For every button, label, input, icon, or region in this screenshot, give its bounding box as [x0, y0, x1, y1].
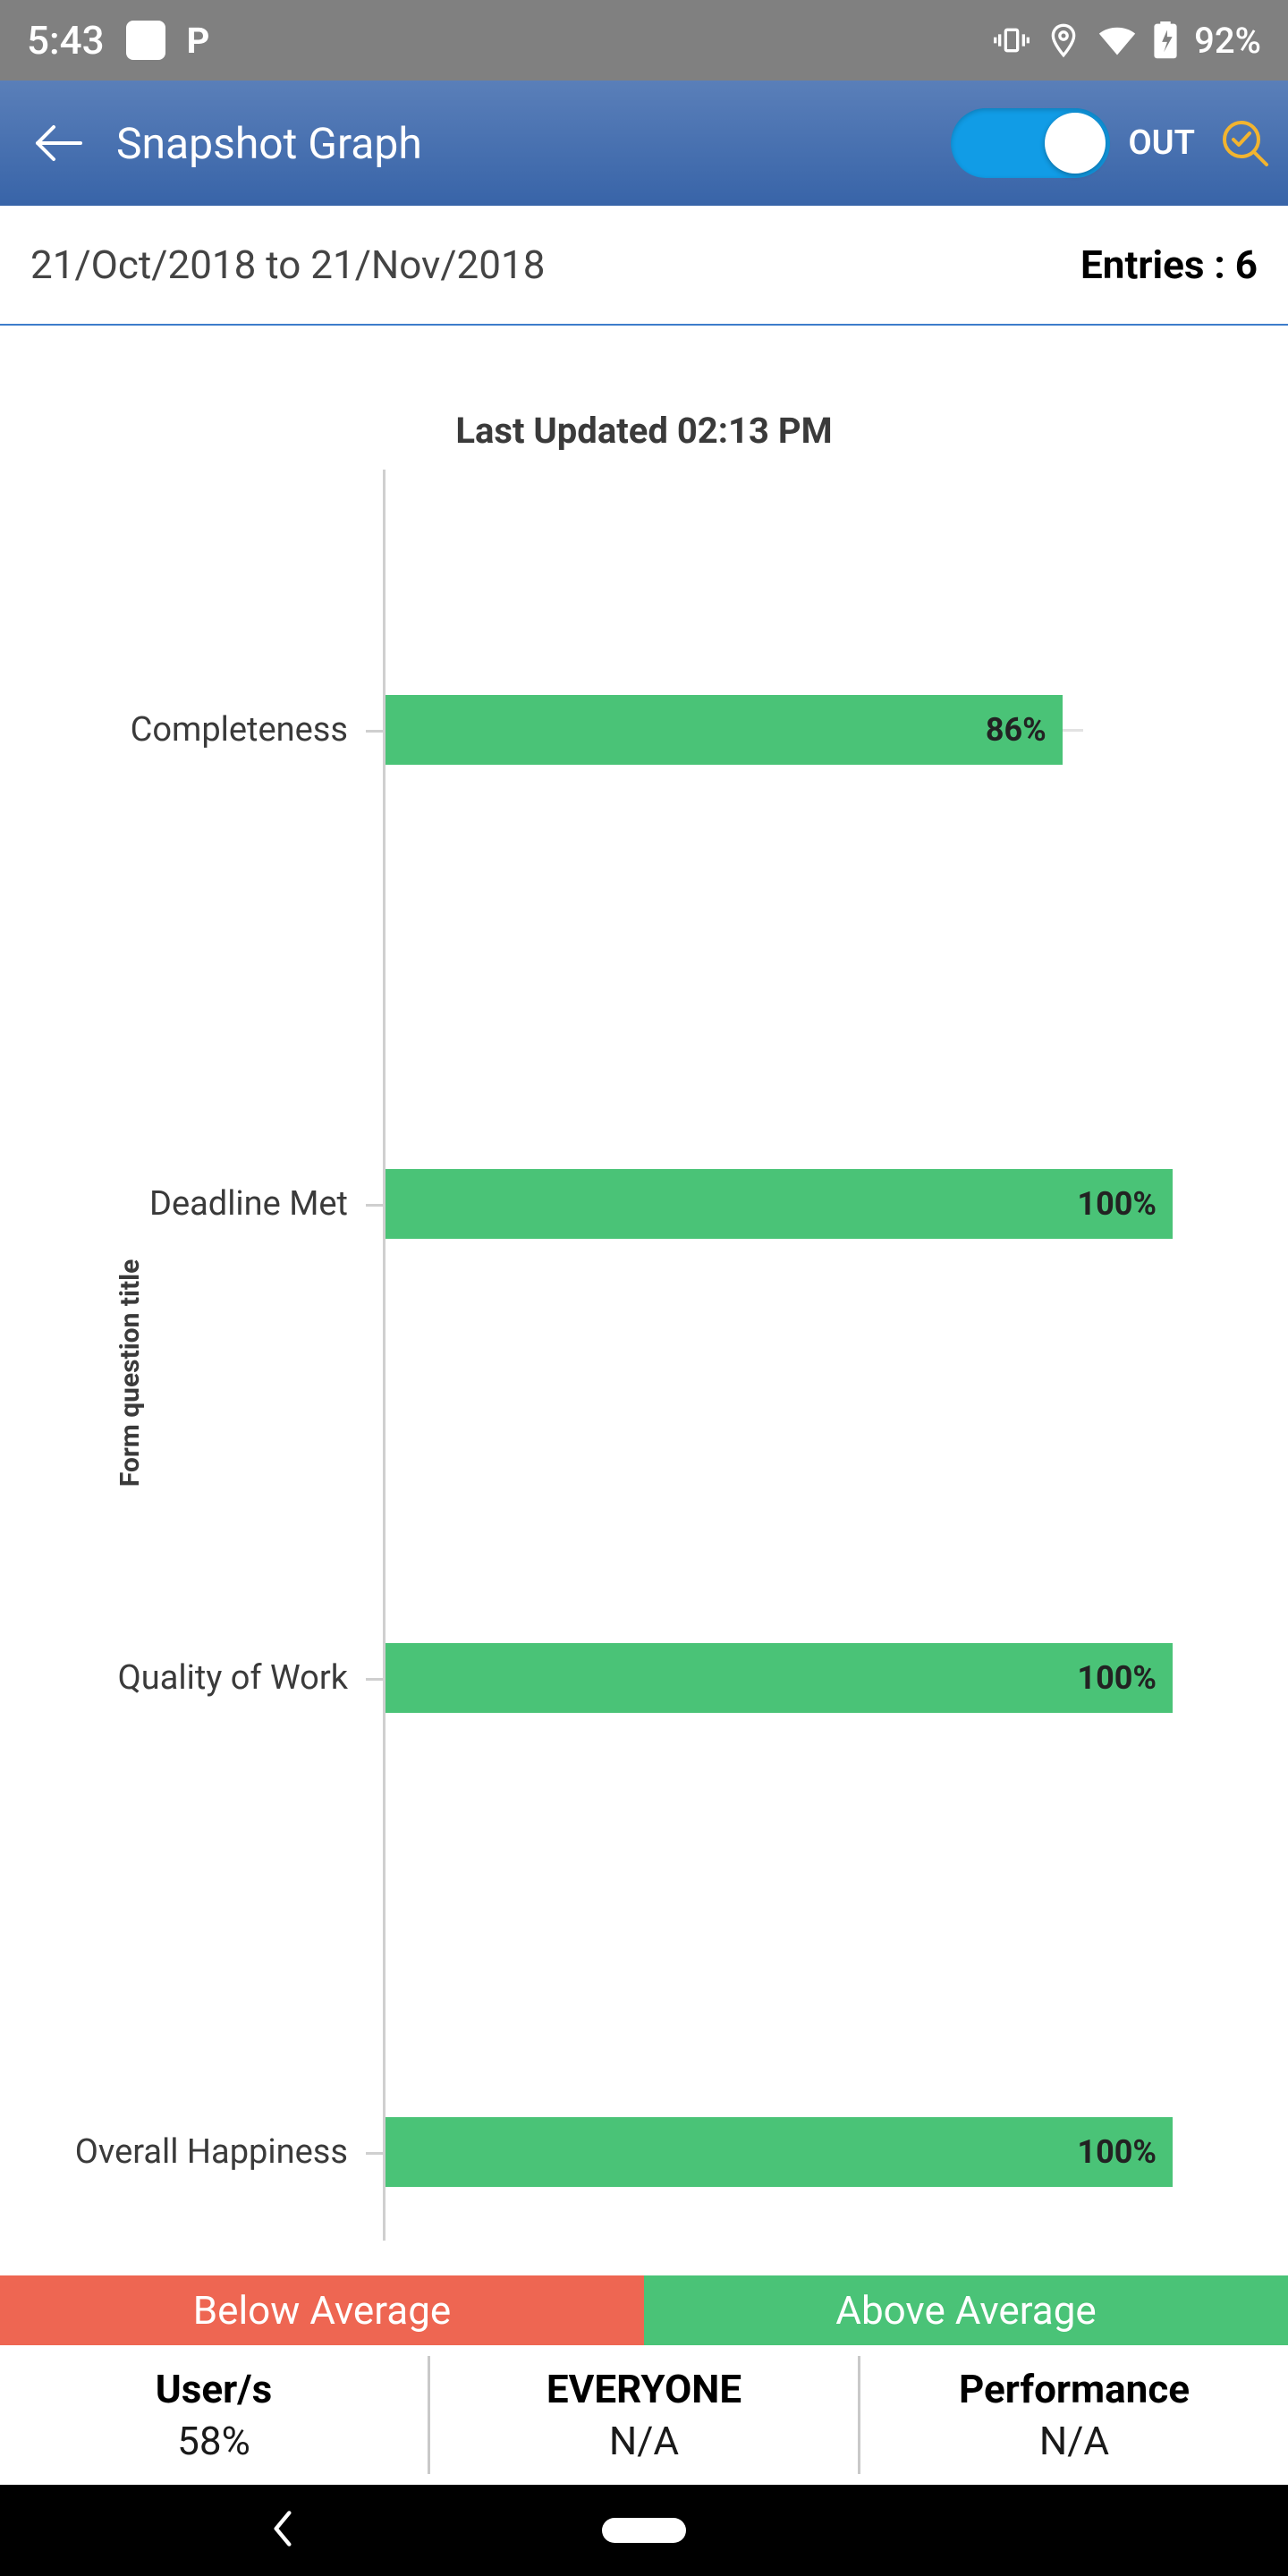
- nav-home-pill[interactable]: [602, 2518, 686, 2543]
- battery-icon: [1153, 21, 1178, 59]
- category-label: Overall Happiness: [75, 2132, 348, 2172]
- bar-row: Overall Happiness100%: [386, 2117, 1173, 2187]
- app-header: Snapshot Graph OUT: [0, 80, 1288, 206]
- last-updated: Last Updated 02:13 PM: [0, 326, 1288, 452]
- legend: Below Average Above Average: [0, 2275, 1288, 2345]
- chart-area: Last Updated 02:13 PM Form question titl…: [0, 326, 1288, 2275]
- status-bar: 5:43 P 92%: [0, 0, 1288, 80]
- stat-users-value: 58%: [177, 2418, 250, 2464]
- stat-users-label: User/s: [156, 2366, 272, 2412]
- stat-performance-label: Performance: [959, 2366, 1190, 2412]
- vibrate-icon: [994, 22, 1030, 58]
- bar: 86%: [386, 695, 1063, 765]
- stat-performance[interactable]: Performance N/A: [860, 2345, 1288, 2485]
- toggle-label-out: OUT: [1128, 123, 1195, 163]
- status-notification-icon: [126, 21, 165, 60]
- bar-row: Deadline Met100%: [386, 1169, 1173, 1239]
- bar: 100%: [386, 2117, 1173, 2187]
- location-icon: [1046, 22, 1081, 58]
- category-tick: [366, 1204, 386, 1207]
- verify-search-button[interactable]: [1220, 118, 1270, 168]
- bottom-stats: User/s 58% EVERYONE N/A Performance N/A: [0, 2345, 1288, 2485]
- category-label: Quality of Work: [118, 1658, 348, 1698]
- legend-below-average: Below Average: [0, 2275, 644, 2345]
- toggle-knob: [1045, 113, 1106, 174]
- wifi-icon: [1097, 22, 1137, 58]
- category-label: Deadline Met: [149, 1184, 348, 1224]
- bar: 100%: [386, 1169, 1173, 1239]
- stat-performance-value: N/A: [1039, 2418, 1109, 2464]
- bar-row: Completeness86%: [386, 695, 1063, 765]
- bar-row: Quality of Work100%: [386, 1643, 1173, 1713]
- chart-plot: Completeness86% Deadline Met100% Quality o…: [383, 470, 1224, 2241]
- status-battery-text: 92%: [1194, 20, 1261, 62]
- category-tick: [366, 730, 386, 733]
- stat-everyone[interactable]: EVERYONE N/A: [430, 2345, 858, 2485]
- bar: 100%: [386, 1643, 1173, 1713]
- category-label: Completeness: [131, 710, 348, 750]
- status-app-icon: P: [187, 20, 210, 62]
- legend-above-average: Above Average: [644, 2275, 1288, 2345]
- entries-count: Entries : 6: [1080, 242, 1258, 288]
- page-title: Snapshot Graph: [116, 118, 951, 169]
- android-nav-bar: [0, 2485, 1288, 2576]
- date-range: 21/Oct/2018 to 21/Nov/2018: [30, 242, 1080, 288]
- nav-back-button[interactable]: [268, 2509, 297, 2552]
- back-button[interactable]: [27, 113, 88, 174]
- entries-value: 6: [1235, 242, 1258, 288]
- stat-everyone-label: EVERYONE: [547, 2366, 741, 2412]
- in-out-toggle[interactable]: [951, 108, 1110, 178]
- category-tick: [366, 1678, 386, 1681]
- status-time: 5:43: [27, 17, 105, 64]
- sub-header: 21/Oct/2018 to 21/Nov/2018 Entries : 6: [0, 206, 1288, 326]
- stat-users[interactable]: User/s 58%: [0, 2345, 428, 2485]
- y-axis-title: Form question title: [114, 1259, 146, 1487]
- stat-everyone-value: N/A: [609, 2418, 679, 2464]
- entries-label: Entries :: [1080, 242, 1225, 288]
- category-tick: [366, 2152, 386, 2155]
